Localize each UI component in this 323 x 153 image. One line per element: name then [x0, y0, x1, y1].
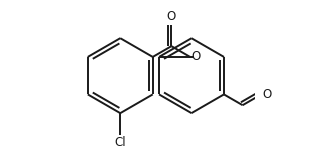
- Text: O: O: [192, 50, 201, 63]
- Text: Cl: Cl: [114, 136, 126, 149]
- Text: O: O: [263, 88, 272, 101]
- Text: O: O: [167, 10, 176, 23]
